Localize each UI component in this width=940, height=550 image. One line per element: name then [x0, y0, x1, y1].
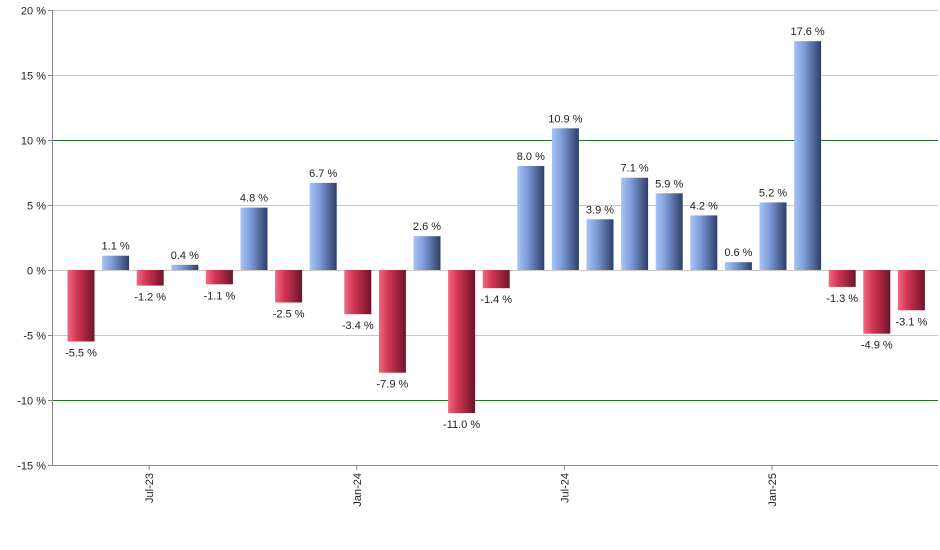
axes — [52, 10, 938, 466]
data-labels: -5.5 % 1.1 % -1.2 % 0.4 % -1.1 % 4.8 % -2.5 % 6… — [65, 26, 927, 431]
bar — [690, 215, 718, 270]
bar — [344, 270, 372, 315]
data-label: 4.2 % — [690, 200, 718, 212]
data-label: -3.1 % — [896, 316, 928, 328]
bar — [448, 270, 476, 413]
bar — [413, 236, 441, 270]
y-tick-label: 10 % — [21, 136, 46, 148]
data-label: 0.6 % — [724, 247, 752, 259]
bar — [378, 270, 406, 373]
y-tick-label: -5 % — [23, 331, 46, 343]
x-tick-label: Jan-24 — [352, 473, 364, 507]
y-tick-label: 15 % — [21, 71, 46, 83]
bar — [102, 255, 130, 270]
bars — [67, 41, 925, 413]
data-label: 1.1 % — [102, 241, 130, 253]
bar — [482, 270, 510, 289]
data-label: -7.9 % — [377, 379, 409, 391]
data-label: 0.4 % — [171, 250, 199, 262]
y-tick-label: -15 % — [17, 461, 46, 473]
data-label: 2.6 % — [413, 221, 441, 233]
x-tick-label: Jul-24 — [559, 473, 571, 503]
data-label: 8.0 % — [517, 151, 545, 163]
bar — [136, 270, 164, 286]
bar — [67, 270, 95, 342]
bar — [517, 166, 545, 270]
bar — [759, 202, 787, 270]
bar — [655, 193, 683, 270]
bar — [171, 264, 199, 270]
x-tick-label: Jan-25 — [767, 473, 779, 507]
bar — [205, 270, 233, 285]
bar — [828, 270, 856, 287]
bar — [240, 207, 268, 270]
x-tick-label: Jul-23 — [144, 473, 156, 503]
data-label: -1.4 % — [480, 294, 512, 306]
bar — [863, 270, 891, 334]
bar — [621, 177, 649, 270]
y-tick-label: -10 % — [17, 396, 46, 408]
bar — [551, 128, 579, 270]
data-label: -1.1 % — [204, 290, 236, 302]
bar — [794, 41, 822, 271]
bar — [309, 182, 337, 270]
bar — [275, 270, 303, 303]
data-label: 5.2 % — [759, 187, 787, 199]
data-label: 4.8 % — [240, 193, 268, 205]
data-label: 5.9 % — [655, 178, 683, 190]
bar — [586, 219, 614, 270]
data-label: 17.6 % — [790, 26, 824, 38]
data-label: -1.3 % — [826, 293, 858, 305]
y-tick-label: 5 % — [27, 201, 46, 213]
y-tick-label: 20 % — [21, 6, 46, 18]
data-label: -1.2 % — [134, 292, 166, 304]
data-label: -11.0 % — [443, 419, 480, 431]
data-label: 10.9 % — [548, 113, 582, 125]
data-label: -2.5 % — [273, 309, 305, 321]
data-label: 6.7 % — [309, 168, 337, 180]
data-label: 7.1 % — [621, 163, 649, 175]
y-axis-ticks: 20 % 15 % 10 % 5 % 0 % -5 % -10 % -15 % — [17, 6, 52, 473]
data-label: -3.4 % — [342, 320, 374, 332]
bar — [897, 270, 925, 311]
x-axis-ticks: Jul-23 Jan-24 Jul-24 Jan-25 — [144, 465, 779, 507]
bar — [724, 262, 752, 270]
data-label: -5.5 % — [65, 348, 97, 360]
y-tick-label: 0 % — [27, 266, 46, 278]
data-label: -4.9 % — [861, 340, 893, 352]
data-label: 3.9 % — [586, 204, 614, 216]
